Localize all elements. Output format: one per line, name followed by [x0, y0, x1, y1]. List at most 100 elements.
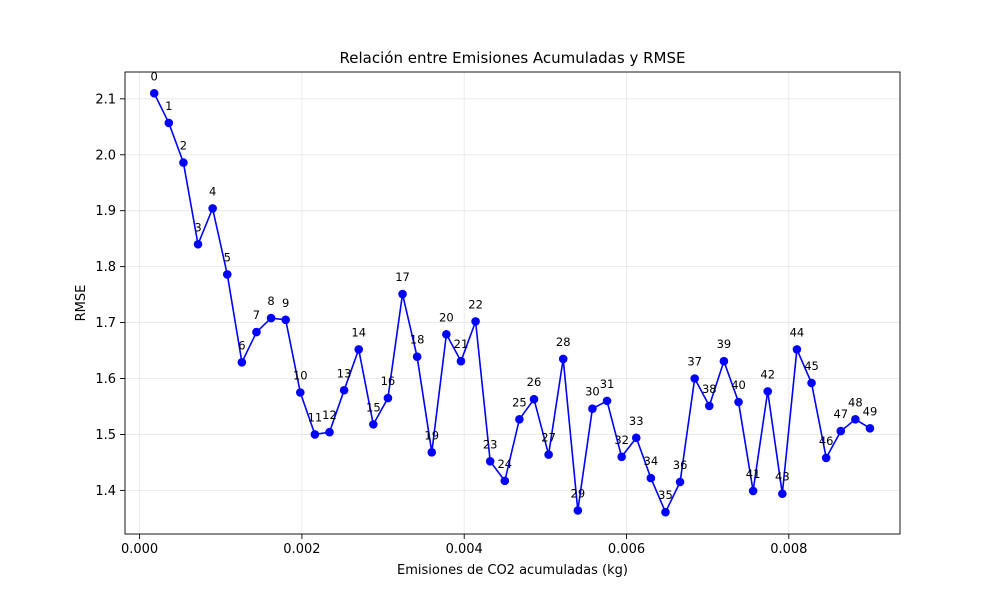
x-tick-label: 0.002: [283, 542, 320, 557]
data-point: [631, 433, 641, 443]
point-label: 8: [267, 294, 274, 308]
data-point: [252, 327, 261, 337]
point-label: 26: [527, 375, 542, 389]
chart-title: Relación entre Emisiones Acumuladas y RM…: [340, 49, 686, 67]
point-label: 25: [512, 395, 527, 409]
y-axis-label: RMSE: [74, 285, 89, 322]
y-tick-label: 1.5: [95, 428, 116, 443]
data-point: [792, 345, 802, 354]
data-point: [456, 356, 466, 366]
data-point: [193, 239, 203, 249]
data-point: [719, 356, 729, 366]
data-point: [748, 486, 758, 496]
y-tick-label: 1.6: [95, 372, 116, 387]
point-label: 45: [804, 359, 819, 373]
point-label: 24: [497, 457, 512, 471]
point-label: 21: [454, 337, 469, 351]
data-point: [690, 374, 699, 383]
point-label: 35: [658, 488, 673, 502]
point-label: 29: [571, 487, 586, 501]
data-point: [179, 158, 188, 167]
data-point: [675, 477, 685, 487]
point-label: 27: [541, 431, 556, 445]
y-tick-label: 2.0: [95, 148, 116, 163]
point-label: 33: [629, 414, 644, 428]
point-label: 31: [600, 377, 615, 391]
point-label: 0: [151, 69, 158, 83]
point-label: 23: [483, 437, 498, 451]
data-point: [383, 393, 393, 403]
data-point: [734, 397, 743, 407]
x-tick-label: 0.006: [608, 542, 645, 557]
data-point: [617, 452, 626, 462]
point-label: 10: [293, 368, 308, 382]
point-label: 1: [165, 99, 172, 113]
point-label: 32: [614, 433, 629, 447]
y-tick-label: 2.1: [95, 92, 116, 107]
point-label: 39: [717, 337, 732, 351]
data-point: [412, 352, 422, 361]
point-label: 15: [366, 400, 381, 414]
point-label: 42: [760, 367, 775, 381]
data-point: [281, 315, 290, 325]
point-label: 13: [337, 366, 352, 380]
data-point: [821, 453, 831, 463]
point-label: 47: [833, 407, 848, 421]
data-point: [515, 415, 524, 424]
x-tick-label: 0.000: [121, 542, 158, 557]
point-label: 11: [308, 410, 323, 424]
data-point: [237, 357, 247, 367]
data-point: [851, 415, 860, 424]
point-label: 22: [468, 297, 483, 311]
point-label: 9: [282, 296, 289, 310]
point-label: 20: [439, 310, 454, 324]
data-point: [646, 473, 656, 483]
data-point: [661, 507, 670, 517]
point-label: 44: [790, 325, 805, 339]
point-label: 30: [585, 385, 600, 399]
data-point: [778, 489, 787, 499]
data-point: [558, 354, 568, 364]
data-point: [369, 420, 378, 429]
point-label: 5: [224, 250, 231, 264]
data-point: [807, 378, 816, 388]
data-point: [208, 204, 217, 213]
data-point: [836, 426, 846, 436]
data-point: [398, 289, 407, 299]
point-label: 16: [381, 374, 396, 388]
data-point: [471, 317, 480, 326]
data-point: [325, 427, 334, 437]
point-label: 4: [209, 184, 216, 198]
data-point: [573, 506, 583, 515]
x-axis-label: Emisiones de CO2 acumuladas (kg): [397, 563, 628, 578]
series-line: [153, 92, 871, 515]
y-tick-label: 1.7: [95, 316, 116, 331]
data-point: [588, 404, 597, 414]
data-point: [704, 401, 714, 411]
point-label: 7: [253, 308, 260, 322]
y-tick-label: 1.8: [95, 260, 116, 275]
point-label: 46: [819, 434, 834, 448]
y-tick-label: 1.9: [95, 204, 116, 219]
point-label: 18: [410, 333, 425, 347]
point-label: 48: [848, 395, 863, 409]
point-label: 2: [180, 139, 187, 153]
point-label: 40: [731, 378, 746, 392]
data-point: [295, 388, 305, 397]
data-point: [222, 270, 232, 279]
point-label: 49: [863, 404, 878, 418]
grid: [125, 72, 900, 534]
data-point: [500, 476, 510, 486]
point-label: 36: [673, 458, 688, 472]
data-point: [310, 430, 320, 439]
data-point: [544, 450, 553, 459]
y-tick-label: 1.4: [95, 484, 116, 499]
data-point: [865, 423, 875, 433]
point-label: 12: [322, 408, 337, 422]
point-label: 17: [395, 270, 410, 284]
data-point: [354, 345, 364, 354]
data-point: [763, 387, 773, 396]
data-point: [442, 330, 451, 339]
